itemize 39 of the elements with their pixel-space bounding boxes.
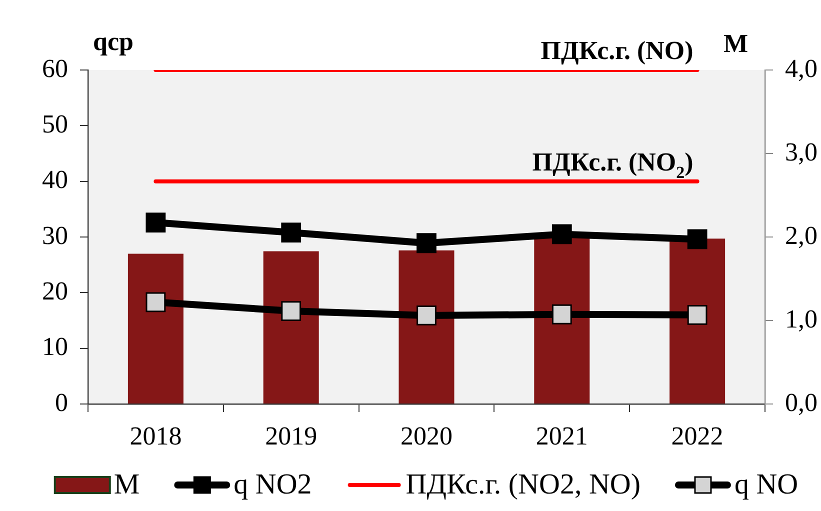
y-tick-label: 0 [55, 388, 68, 417]
point [687, 229, 708, 250]
point [416, 233, 436, 254]
y-tick-label: 30 [42, 220, 68, 250]
point [552, 224, 572, 244]
legend-label: ПДКс.г. (NO2, NO) [406, 468, 640, 501]
y-tick-label: 10 [42, 332, 68, 362]
x-tick-label: 2022 [671, 421, 724, 450]
point [552, 304, 572, 324]
x-tick-label: 2019 [265, 421, 318, 450]
point [146, 292, 166, 312]
x-tick-label: 2021 [536, 421, 588, 450]
x-tick-label: 2018 [130, 421, 182, 450]
y2-tick-label: 0,0 [785, 388, 818, 417]
legend-label: M [114, 468, 140, 501]
y-tick-label: 60 [42, 54, 68, 83]
y2-tick-label: 3,0 [785, 137, 818, 166]
y2-axis-title: M [723, 29, 748, 58]
bar [670, 238, 726, 404]
bar [398, 250, 454, 404]
bar [263, 251, 319, 404]
point [416, 306, 436, 326]
y2-tick-label: 1,0 [785, 304, 818, 334]
x-tick-label: 2020 [400, 421, 452, 450]
point [281, 222, 302, 242]
y-tick-label: 20 [42, 276, 68, 306]
bar [534, 238, 590, 404]
point [687, 304, 708, 325]
legend-label: q NO [734, 468, 798, 501]
point [281, 301, 302, 321]
legend-label: q NO2 [234, 468, 312, 501]
y-axis-title: qcp [93, 27, 134, 56]
y2-tick-label: 4,0 [785, 54, 818, 83]
bar [128, 254, 184, 404]
annotation: ПДКс.г. (NO) [540, 36, 694, 65]
y2-tick-label: 2,0 [785, 220, 818, 250]
y-tick-label: 50 [42, 109, 68, 138]
y-tick-label: 40 [42, 165, 68, 194]
point [146, 212, 166, 232]
